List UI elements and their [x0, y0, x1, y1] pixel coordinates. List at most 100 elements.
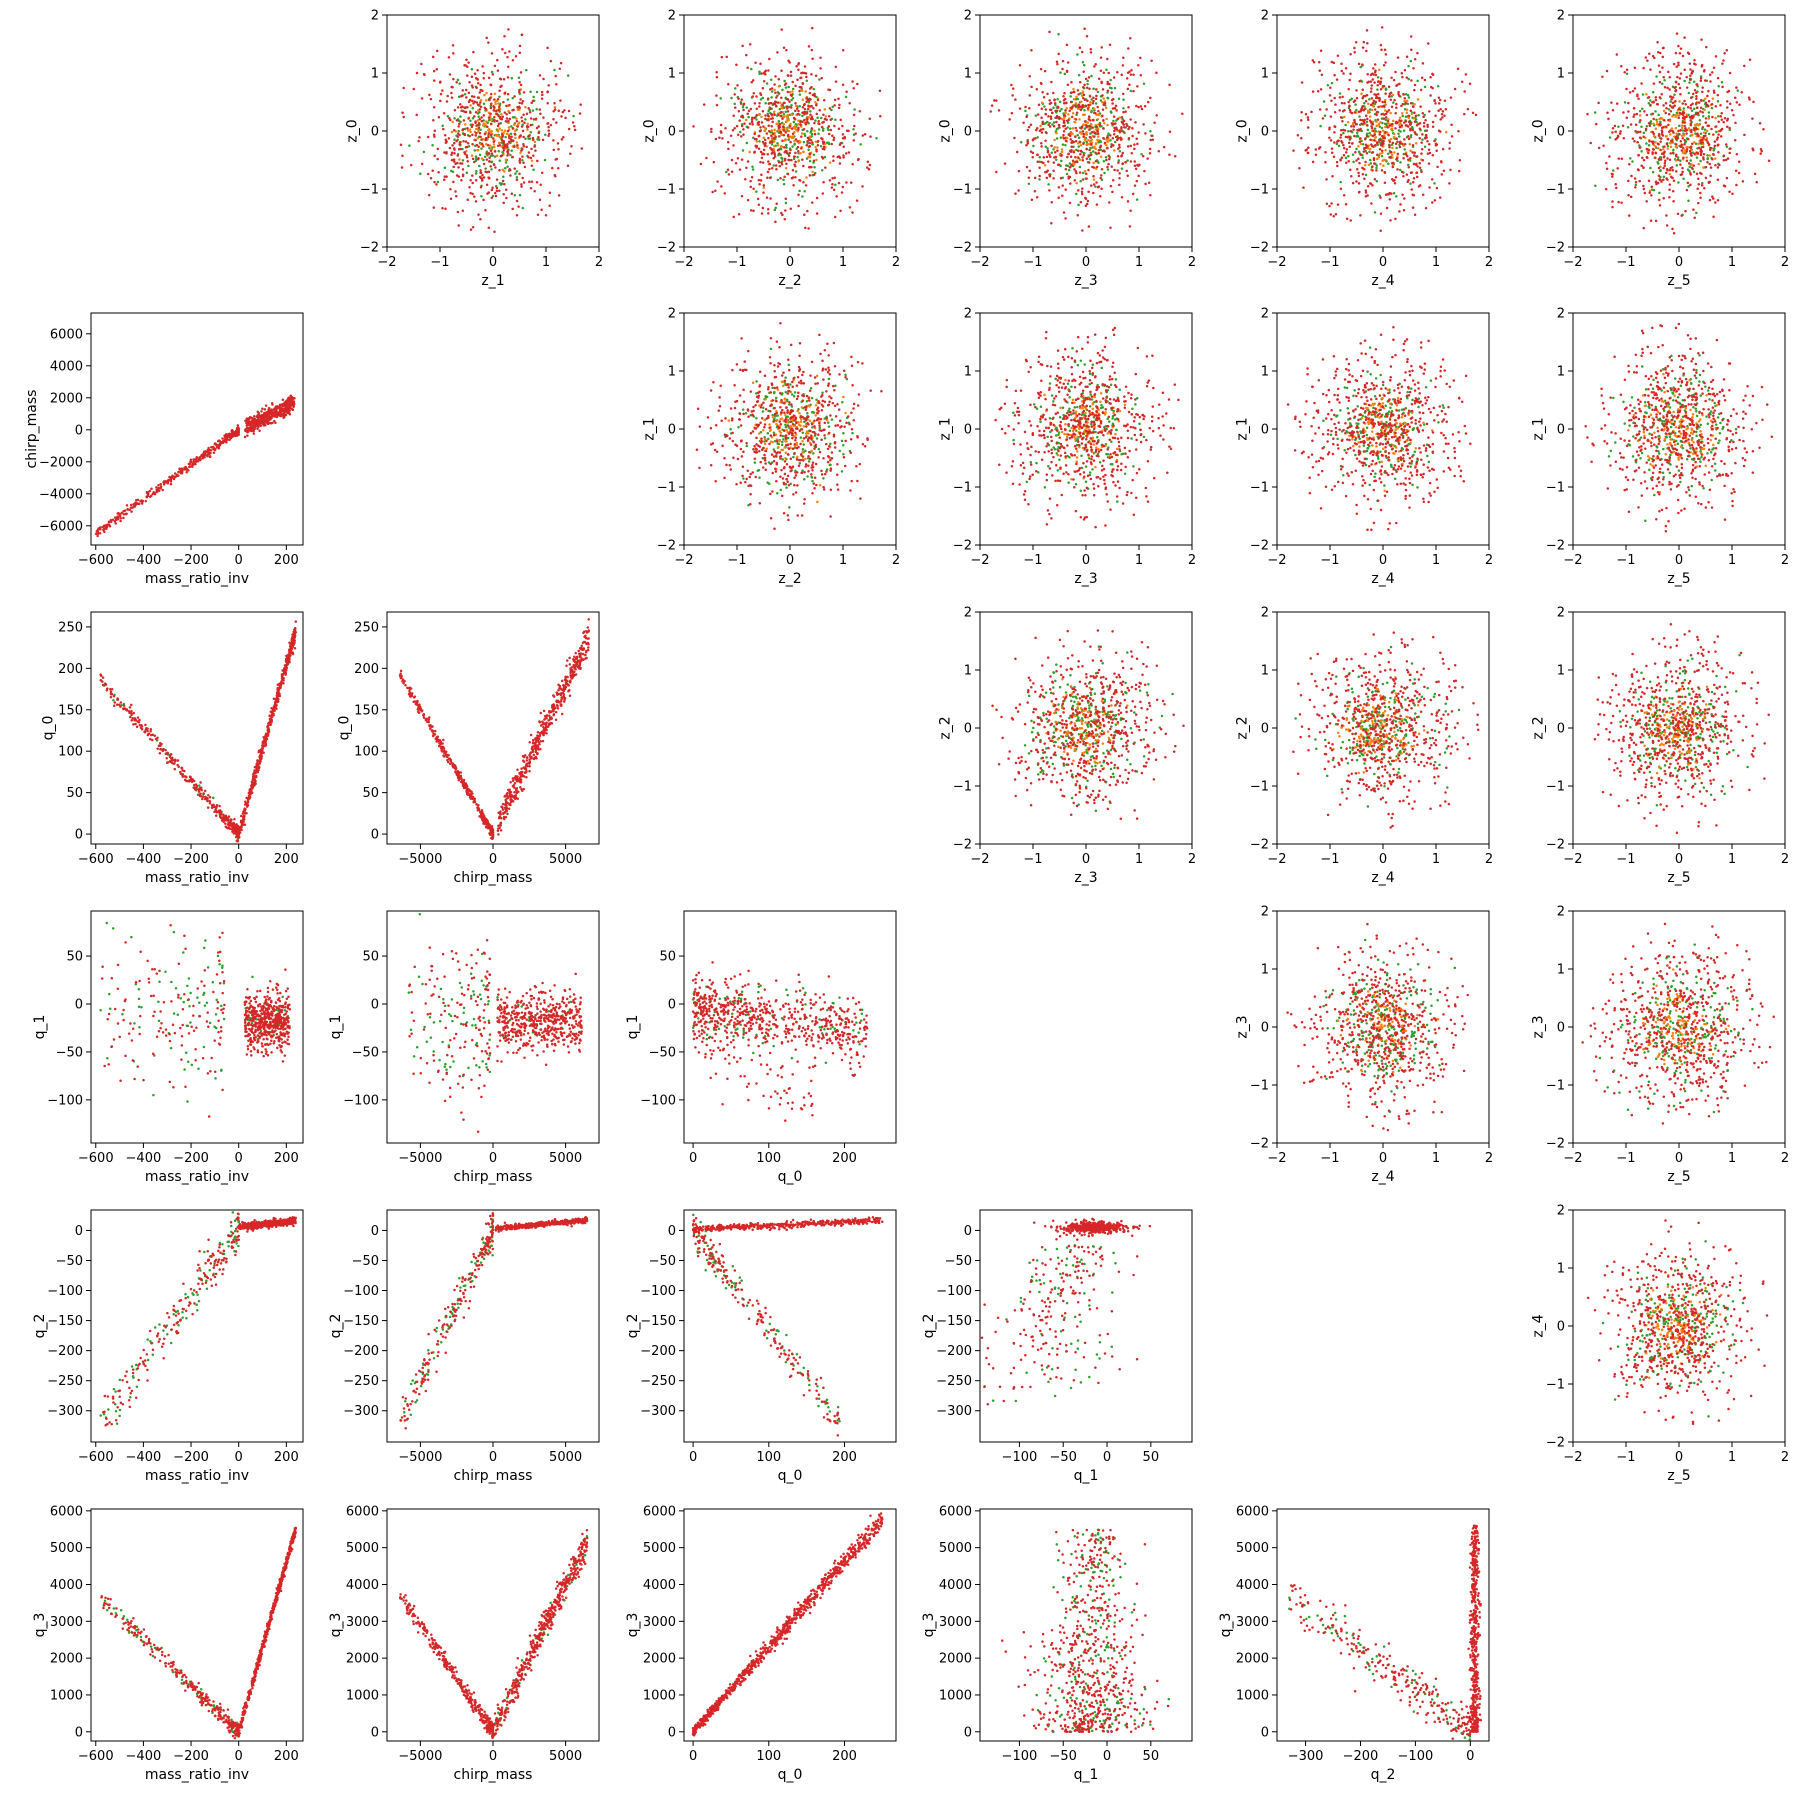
data-point — [791, 81, 794, 84]
data-point — [499, 144, 502, 147]
data-point — [758, 73, 761, 76]
data-point — [802, 106, 805, 109]
data-point — [436, 50, 439, 53]
data-point — [401, 154, 404, 157]
data-point — [767, 208, 770, 211]
data-point — [795, 170, 798, 173]
data-point — [497, 69, 500, 72]
data-point — [775, 168, 778, 171]
data-point — [758, 183, 761, 186]
data-point — [545, 214, 548, 217]
data-point — [537, 132, 540, 135]
data-point — [500, 155, 503, 158]
data-point — [502, 115, 505, 118]
data-point — [472, 102, 475, 105]
data-point — [503, 78, 506, 81]
data-point — [738, 213, 741, 216]
data-point — [721, 56, 724, 59]
data-point — [781, 89, 784, 92]
data-point — [514, 130, 517, 133]
data-point — [785, 115, 788, 118]
data-point — [520, 149, 523, 152]
data-point — [522, 207, 525, 210]
data-point — [579, 103, 582, 106]
data-point — [822, 181, 825, 184]
data-point — [516, 176, 519, 179]
data-point — [771, 90, 774, 93]
data-point — [771, 167, 774, 170]
data-point — [524, 138, 527, 141]
data-point — [526, 113, 529, 116]
data-point — [789, 208, 792, 211]
data-point — [416, 72, 419, 75]
data-point — [818, 109, 821, 112]
data-point — [795, 65, 798, 68]
data-point — [497, 102, 500, 105]
data-point — [480, 177, 483, 180]
data-point — [488, 132, 491, 135]
data-point — [452, 52, 455, 55]
data-point — [533, 118, 536, 121]
data-point — [768, 58, 771, 61]
data-point — [554, 175, 557, 178]
data-point — [478, 118, 481, 121]
data-point — [813, 129, 816, 132]
data-point — [534, 149, 537, 152]
data-point — [513, 124, 516, 127]
data-point — [761, 157, 764, 160]
data-point — [742, 149, 745, 152]
data-point — [516, 144, 519, 147]
data-point — [785, 202, 788, 205]
data-point — [472, 226, 475, 229]
data-point — [801, 115, 804, 118]
data-point — [721, 137, 724, 140]
data-point — [469, 99, 472, 102]
data-point — [773, 83, 776, 86]
data-point — [528, 181, 531, 184]
data-point — [439, 80, 442, 83]
data-point — [523, 122, 526, 125]
data-point — [791, 145, 794, 148]
data-point — [498, 142, 501, 145]
data-point — [559, 99, 562, 102]
data-point — [471, 126, 474, 128]
data-point — [568, 110, 571, 113]
data-point — [505, 120, 508, 123]
scatter-matrix-figure: −2 −1 0 1 2−2−1012z_1z_0−2 −1 0 1 2−2−1012z_2z_0… — [0, 0, 1800, 1800]
data-point — [531, 165, 534, 168]
data-point — [445, 142, 448, 145]
data-point — [519, 152, 522, 155]
data-point — [433, 206, 436, 209]
data-point — [418, 136, 421, 139]
data-point — [770, 79, 773, 82]
data-point — [494, 166, 497, 169]
data-point — [462, 210, 465, 213]
data-point — [483, 102, 486, 105]
data-point — [480, 138, 483, 141]
data-point — [794, 125, 797, 128]
data-point — [733, 93, 736, 96]
data-point — [764, 102, 767, 105]
data-point — [480, 106, 483, 109]
data-point — [747, 126, 750, 129]
data-point — [782, 125, 785, 128]
data-point — [450, 170, 453, 173]
data-point — [756, 140, 759, 143]
data-point — [549, 191, 552, 194]
data-point — [792, 136, 795, 139]
data-point — [782, 179, 785, 182]
data-point — [783, 134, 786, 137]
data-point — [479, 91, 482, 94]
data-point — [481, 174, 484, 177]
data-point — [483, 72, 486, 75]
data-point — [692, 125, 695, 128]
data-point — [553, 149, 556, 152]
data-point — [470, 228, 473, 231]
data-point — [561, 138, 564, 141]
data-point — [480, 89, 483, 92]
data-point — [733, 127, 736, 130]
data-point — [845, 96, 848, 99]
data-point — [794, 127, 797, 130]
data-point — [762, 97, 765, 100]
data-point — [514, 133, 517, 136]
